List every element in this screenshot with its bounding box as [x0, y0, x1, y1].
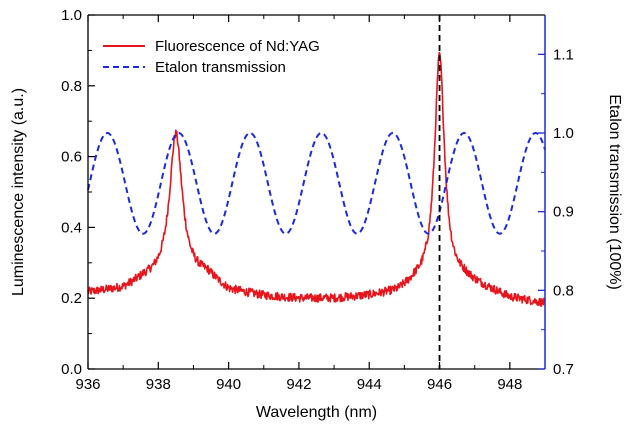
y-tick-label-right: 1.1 [553, 46, 574, 63]
y-axis-title-right: Etalon transmission (100%) [606, 94, 623, 290]
y-tick-label-left: 0.2 [61, 290, 82, 307]
legend-label-fluorescence: Fluorescence of Nd:YAG [155, 38, 320, 55]
legend: Fluorescence of Nd:YAG Etalon transmissio… [103, 38, 320, 76]
y-tick-label-right: 1.0 [553, 125, 574, 142]
y-tick-label-right: 0.9 [553, 204, 574, 221]
y-tick-label-left: 0.4 [61, 219, 82, 236]
legend-label-etalon: Etalon transmission [155, 59, 286, 76]
plot-lines [87, 51, 546, 307]
x-tick-label: 948 [497, 376, 522, 393]
etalon-series-line [87, 131, 546, 235]
y-tick-label-right: 0.8 [553, 282, 574, 299]
x-tick-label: 936 [75, 376, 100, 393]
x-tick-label: 938 [146, 376, 171, 393]
fluorescence-series-line [87, 51, 546, 307]
x-tick-label: 946 [427, 376, 452, 393]
y-tick-label-left: 0.8 [61, 78, 82, 95]
y-tick-label-left: 1.0 [61, 7, 82, 24]
x-tick-label: 942 [286, 376, 311, 393]
x-axis-title: Wavelength (nm) [256, 404, 377, 421]
y-axis-title-left: Luminescence intensity (a.u.) [10, 88, 27, 296]
y-tick-label-right: 0.7 [553, 361, 574, 378]
x-tick-label: 944 [357, 376, 382, 393]
axes: 936 938 940 942 944 946 948 0.0 0.2 0.4 0.6 0.8 1.0 0… [61, 7, 574, 393]
x-tick-label: 940 [216, 376, 241, 393]
y-tick-label-left: 0.6 [61, 149, 82, 166]
y-tick-label-left: 0.0 [61, 361, 82, 378]
